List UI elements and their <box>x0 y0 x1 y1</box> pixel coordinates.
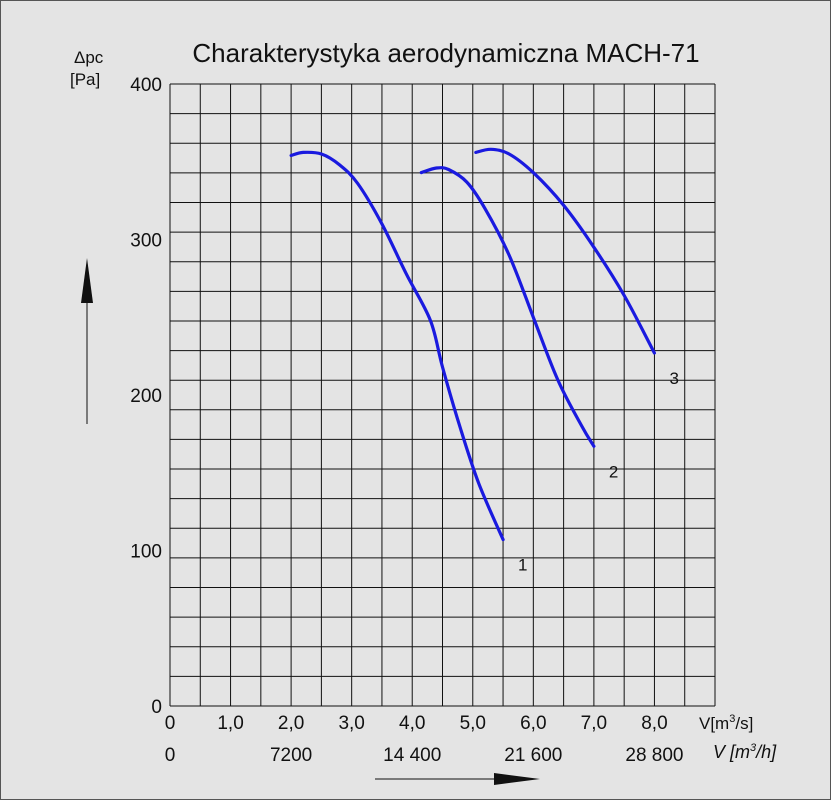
series-line-2 <box>419 166 596 448</box>
x-tick-label: 3,0 <box>338 713 364 734</box>
y-arrow-head <box>81 258 93 303</box>
y-axis-symbol: Δpc <box>74 48 104 67</box>
series-line-1 <box>289 150 505 542</box>
chart-title: Charakterystyka aerodynamiczna MACH-71 <box>192 38 699 68</box>
grid <box>169 83 716 707</box>
series-label-2: 2 <box>609 462 618 481</box>
x-tick-label: 0 <box>165 713 176 734</box>
x-arrow-head <box>494 773 540 785</box>
y-tick-label: 0 <box>151 697 162 718</box>
x-tick-label-hourly: 28 800 <box>625 745 683 766</box>
y-axis-unit: [Pa] <box>70 70 100 89</box>
x-tick-label: 7,0 <box>581 713 607 734</box>
x-axis-label-flow: V[m3/s] <box>699 713 753 733</box>
x-tick-label: 4,0 <box>399 713 425 734</box>
x-tick-label-hourly: 14 400 <box>383 745 441 766</box>
x-tick-label: 5,0 <box>460 713 486 734</box>
y-tick-label: 300 <box>130 231 162 252</box>
x-tick-label-hourly: 21 600 <box>504 745 562 766</box>
x-tick-label: 1,0 <box>217 713 243 734</box>
y-tick-label: 200 <box>130 386 162 407</box>
series-labels: 1 2 3 <box>518 369 679 575</box>
x-tick-label-hourly: 0 <box>165 745 176 766</box>
y-tick-label: 100 <box>130 542 162 563</box>
x-axis-label-flow-hourly: V [m3/h] <box>713 742 777 762</box>
x-tick-label: 8,0 <box>641 713 667 734</box>
series-lines <box>289 147 656 542</box>
series-line-3 <box>474 147 656 355</box>
series-label-3: 3 <box>669 369 678 388</box>
series-label-1: 1 <box>518 556 527 575</box>
x-tick-label: 6,0 <box>520 713 546 734</box>
x-tick-label-hourly: 7200 <box>270 745 312 766</box>
x-tick-label: 2,0 <box>278 713 304 734</box>
y-tick-label: 400 <box>130 75 162 96</box>
tick-labels: 0 100 200 300 400 0 1,0 2,0 3,0 4,0 5,0 6,0 7,0 8,0 0 7… <box>130 75 683 766</box>
